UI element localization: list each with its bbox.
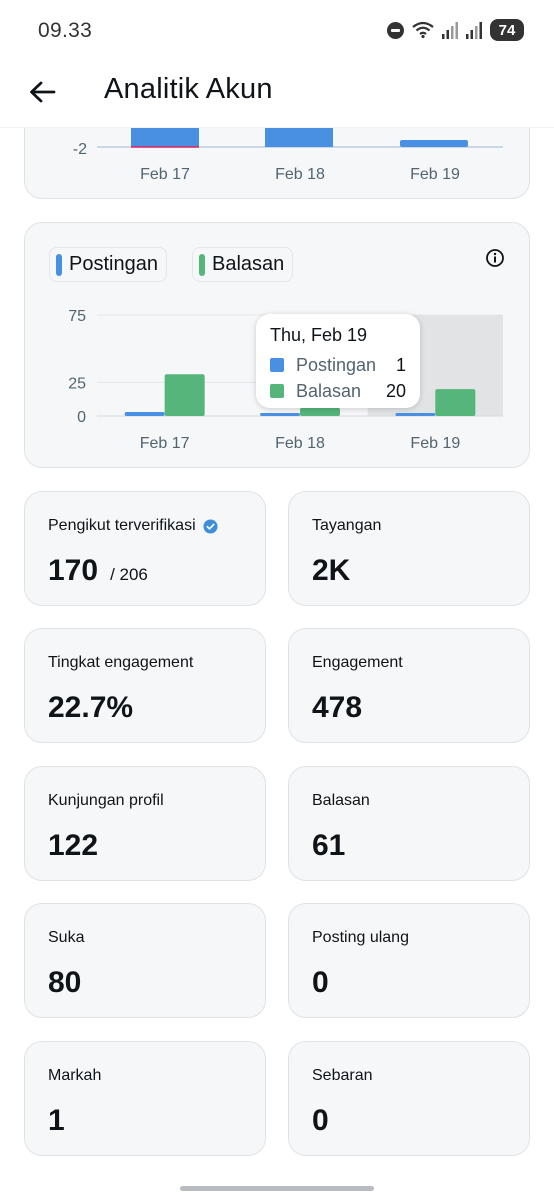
status-icons: 74 [387, 18, 524, 42]
metric-label: Balasan [312, 792, 370, 809]
y-tick-label: 75 [68, 308, 86, 325]
signal-icon-2 [466, 22, 482, 39]
metric-value: 1 [48, 1104, 65, 1137]
bar-postingan-feb-19 [395, 413, 436, 416]
tooltip-swatch [270, 384, 284, 398]
y-tick-label: 25 [68, 375, 86, 392]
y-tick-label: 0 [77, 409, 86, 426]
metric-label: Markah [48, 1067, 102, 1084]
verified-badge-icon [203, 518, 218, 534]
x-tick-label: Feb 18 [275, 166, 325, 183]
battery-indicator: 74 [490, 19, 524, 41]
partial-bar-feb19 [400, 140, 468, 147]
info-icon[interactable] [485, 248, 505, 268]
metric-label: Pengikut terverifikasi [48, 517, 218, 535]
wifi-icon [412, 21, 434, 39]
metric-reposts[interactable]: Posting ulang 0 [288, 903, 530, 1018]
home-indicator[interactable] [180, 1186, 374, 1191]
metric-value: 122 [48, 829, 99, 862]
metric-value: 478 [312, 691, 363, 724]
tooltip-value: 20 [385, 380, 406, 401]
metric-total: / 206 [110, 565, 148, 584]
metric-label: Posting ulang [312, 929, 409, 946]
metric-label: Tayangan [312, 517, 382, 534]
metric-verified-followers[interactable]: Pengikut terverifikasi 170 / 206 [24, 491, 266, 606]
legend-swatch [199, 253, 205, 276]
tooltip-value: 1 [395, 354, 406, 375]
metric-impressions[interactable]: Tayangan 2K [288, 491, 530, 606]
bar-balasan-feb-17 [164, 374, 205, 416]
metric-label-text: Pengikut terverifikasi [48, 517, 196, 534]
bar-postingan-feb-18 [260, 413, 300, 416]
status-time: 09.33 [38, 19, 93, 42]
legend-chip-balasan[interactable]: Balasan [192, 247, 294, 282]
y-tick-label: -2 [73, 141, 87, 158]
metric-value: 0 [312, 1104, 329, 1137]
bar-postingan-feb-17 [124, 411, 165, 416]
app-bar: Analitik Akun [0, 60, 554, 128]
metric-value-number: 170 [48, 554, 99, 587]
bar-balasan-feb-19 [435, 389, 476, 416]
metric-engagement-rate[interactable]: Tingkat engagement 22.7% [24, 628, 266, 743]
x-tick-label: Feb 17 [140, 166, 190, 183]
bar-balasan-feb-18 [300, 407, 340, 416]
metric-shares[interactable]: Sebaran 0 [288, 1041, 530, 1156]
metric-label: Tingkat engagement [48, 654, 194, 671]
back-button[interactable] [22, 72, 62, 112]
metric-label: Kunjungan profil [48, 792, 164, 809]
metric-profile-visits[interactable]: Kunjungan profil 122 [24, 766, 266, 881]
metric-value: 2K [312, 554, 351, 587]
tooltip-swatch [270, 358, 284, 372]
metric-engagement[interactable]: Engagement 478 [288, 628, 530, 743]
metric-label: Suka [48, 929, 85, 946]
x-tick-label: Feb 18 [275, 435, 325, 452]
legend-label: Balasan [212, 253, 285, 275]
chart-tooltip: Thu, Feb 19 Postingan 1 Balasan 20 [256, 314, 420, 408]
x-tick-label: Feb 19 [410, 435, 460, 452]
metric-bookmarks[interactable]: Markah 1 [24, 1041, 266, 1156]
metric-value: 61 [312, 829, 346, 862]
page-title: Analitik Akun [104, 73, 273, 105]
legend-label: Postingan [69, 253, 158, 275]
metric-label: Engagement [312, 654, 403, 671]
metric-value: 22.7% [48, 691, 134, 724]
metric-value: 0 [312, 966, 329, 999]
tooltip-row-postingan: Postingan 1 [270, 354, 406, 376]
legend-chip-postingan[interactable]: Postingan [49, 247, 167, 282]
status-bar: 09.33 74 [0, 0, 554, 60]
metric-label: Sebaran [312, 1067, 373, 1084]
legend-swatch [56, 253, 62, 276]
arrow-left-icon [30, 81, 56, 103]
tooltip-row-balasan: Balasan 20 [270, 380, 406, 402]
x-tick-label: Feb 19 [410, 166, 460, 183]
do-not-disturb-icon [387, 21, 404, 39]
x-tick-label: Feb 17 [140, 435, 190, 452]
tooltip-title: Thu, Feb 19 [270, 325, 368, 345]
metric-likes[interactable]: Suka 80 [24, 903, 266, 1018]
tooltip-label: Postingan [296, 354, 377, 375]
metric-value: 80 [48, 966, 82, 999]
metric-replies[interactable]: Balasan 61 [288, 766, 530, 881]
metric-value: 170 / 206 [48, 554, 148, 588]
signal-icon-1 [442, 22, 458, 39]
tooltip-label: Balasan [296, 380, 362, 401]
